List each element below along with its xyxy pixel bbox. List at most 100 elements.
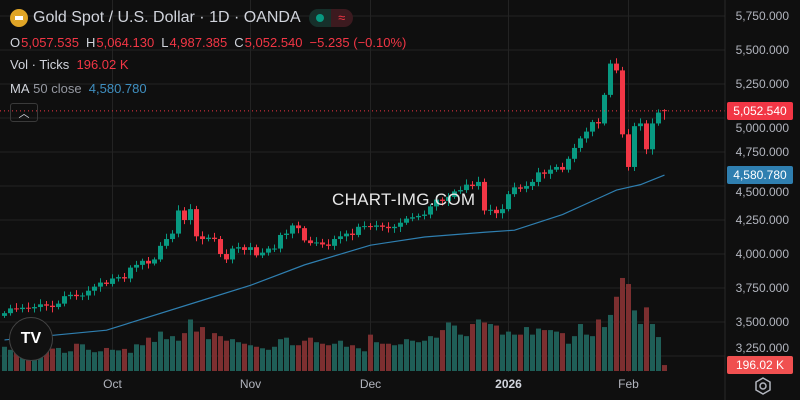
- high-value: 5,064.130: [96, 34, 155, 50]
- volume-bar: [464, 336, 469, 371]
- volume-bar: [212, 333, 217, 371]
- ma-price-badge: 4,580.780: [727, 166, 793, 184]
- volume-bar: [326, 345, 331, 371]
- volume-bar: [632, 310, 637, 371]
- volume-bar: [506, 331, 511, 371]
- ma-params: 50 close: [33, 80, 82, 96]
- candle-body: [212, 237, 217, 240]
- candle-body: [8, 308, 13, 314]
- price-tick-label: 4,250.000: [735, 213, 789, 227]
- volume-bar: [518, 334, 523, 371]
- price-tick-label: 5,750.000: [735, 9, 789, 23]
- candle-body: [98, 282, 103, 287]
- volume-bars: [2, 277, 667, 371]
- candles: [2, 58, 667, 318]
- candle-body: [470, 184, 475, 186]
- candle-body: [380, 225, 385, 227]
- candle-body: [92, 286, 97, 291]
- candle-body: [458, 190, 463, 192]
- ma-line: [4, 174, 665, 341]
- volume-bar: [146, 337, 151, 371]
- volume-bar: [368, 334, 373, 371]
- collapse-legend-button[interactable]: ︿: [10, 103, 38, 122]
- price-tick-label: 4,750.000: [735, 145, 789, 159]
- candle-body: [32, 307, 37, 309]
- candle-body: [230, 248, 235, 260]
- volume-bar: [536, 328, 541, 371]
- candle-body: [146, 260, 151, 264]
- volume-bar: [224, 340, 229, 371]
- candle-body: [416, 215, 421, 218]
- volume-bar: [68, 351, 73, 371]
- candle-body: [506, 194, 511, 210]
- volume-bar: [356, 348, 361, 371]
- volume-bar: [446, 322, 451, 371]
- candle-body: [614, 63, 619, 71]
- volume-badge: 196.02 K: [727, 356, 793, 374]
- low-label: L: [161, 34, 169, 50]
- volume-bar: [2, 346, 7, 371]
- watermark: CHART-IMG.COM: [332, 190, 476, 209]
- candle-body: [38, 304, 43, 308]
- candle-body: [386, 226, 391, 229]
- candle-body: [242, 247, 247, 250]
- candle-body: [254, 247, 259, 256]
- volume-bar: [296, 345, 301, 371]
- volume-bar: [530, 334, 535, 371]
- candle-body: [206, 237, 211, 240]
- volume-bar: [524, 327, 529, 371]
- volume-bar: [92, 352, 97, 371]
- candle-body: [362, 226, 367, 228]
- candle-body: [524, 186, 529, 189]
- volume-bar: [584, 334, 589, 371]
- volume-bar: [266, 349, 271, 371]
- settings-icon[interactable]: [753, 376, 773, 396]
- price-tick-label: 3,750.000: [735, 281, 789, 295]
- candle-body: [560, 166, 565, 170]
- candle-body: [188, 209, 193, 220]
- volume-bar: [656, 337, 661, 371]
- candle-body: [164, 239, 169, 246]
- candle-body: [356, 226, 361, 235]
- candle-body: [158, 245, 163, 260]
- volume-bar: [176, 340, 181, 371]
- time-tick-label: 2026: [495, 377, 522, 391]
- volume-bar: [14, 344, 19, 371]
- volume-bar: [194, 331, 199, 371]
- candle-body: [80, 295, 85, 297]
- symbol-title[interactable]: Gold Spot / U.S. Dollar · 1D · OANDA: [33, 9, 301, 26]
- volume-bar: [602, 327, 607, 371]
- price-tick-label: 5,500.000: [735, 43, 789, 57]
- candle-body: [422, 214, 427, 216]
- volume-bar: [200, 327, 205, 371]
- volume-bar: [644, 307, 649, 371]
- volume-bar: [566, 343, 571, 371]
- volume-bar: [470, 324, 475, 371]
- candle-body: [494, 209, 499, 214]
- volume-bar: [86, 349, 91, 371]
- tradingview-logo[interactable]: TV: [9, 317, 53, 361]
- volume-bar: [662, 365, 667, 371]
- candle-body: [482, 181, 487, 211]
- volume-bar: [128, 352, 133, 371]
- candle-body: [128, 267, 133, 279]
- volume-bar: [218, 336, 223, 371]
- candle-body: [656, 112, 661, 124]
- close-value: 5,052.540: [244, 34, 303, 50]
- candle-body: [62, 296, 67, 304]
- candle-body: [302, 228, 307, 241]
- volume-legend[interactable]: Vol · Ticks 196.02 K: [10, 52, 413, 76]
- time-tick-label: Dec: [359, 377, 382, 391]
- market-open-dot-icon: [308, 9, 331, 27]
- volume-bar: [116, 350, 121, 371]
- volume-bar: [170, 336, 175, 371]
- volume-bar: [476, 319, 481, 371]
- candle-body: [332, 239, 337, 246]
- ma-legend[interactable]: MA 50 close 4,580.780: [10, 76, 413, 100]
- candle-body: [44, 304, 49, 306]
- volume-bar: [8, 349, 13, 371]
- candle-body: [530, 181, 535, 186]
- market-status-toggle[interactable]: ≈: [308, 9, 353, 27]
- candle-body: [434, 199, 439, 207]
